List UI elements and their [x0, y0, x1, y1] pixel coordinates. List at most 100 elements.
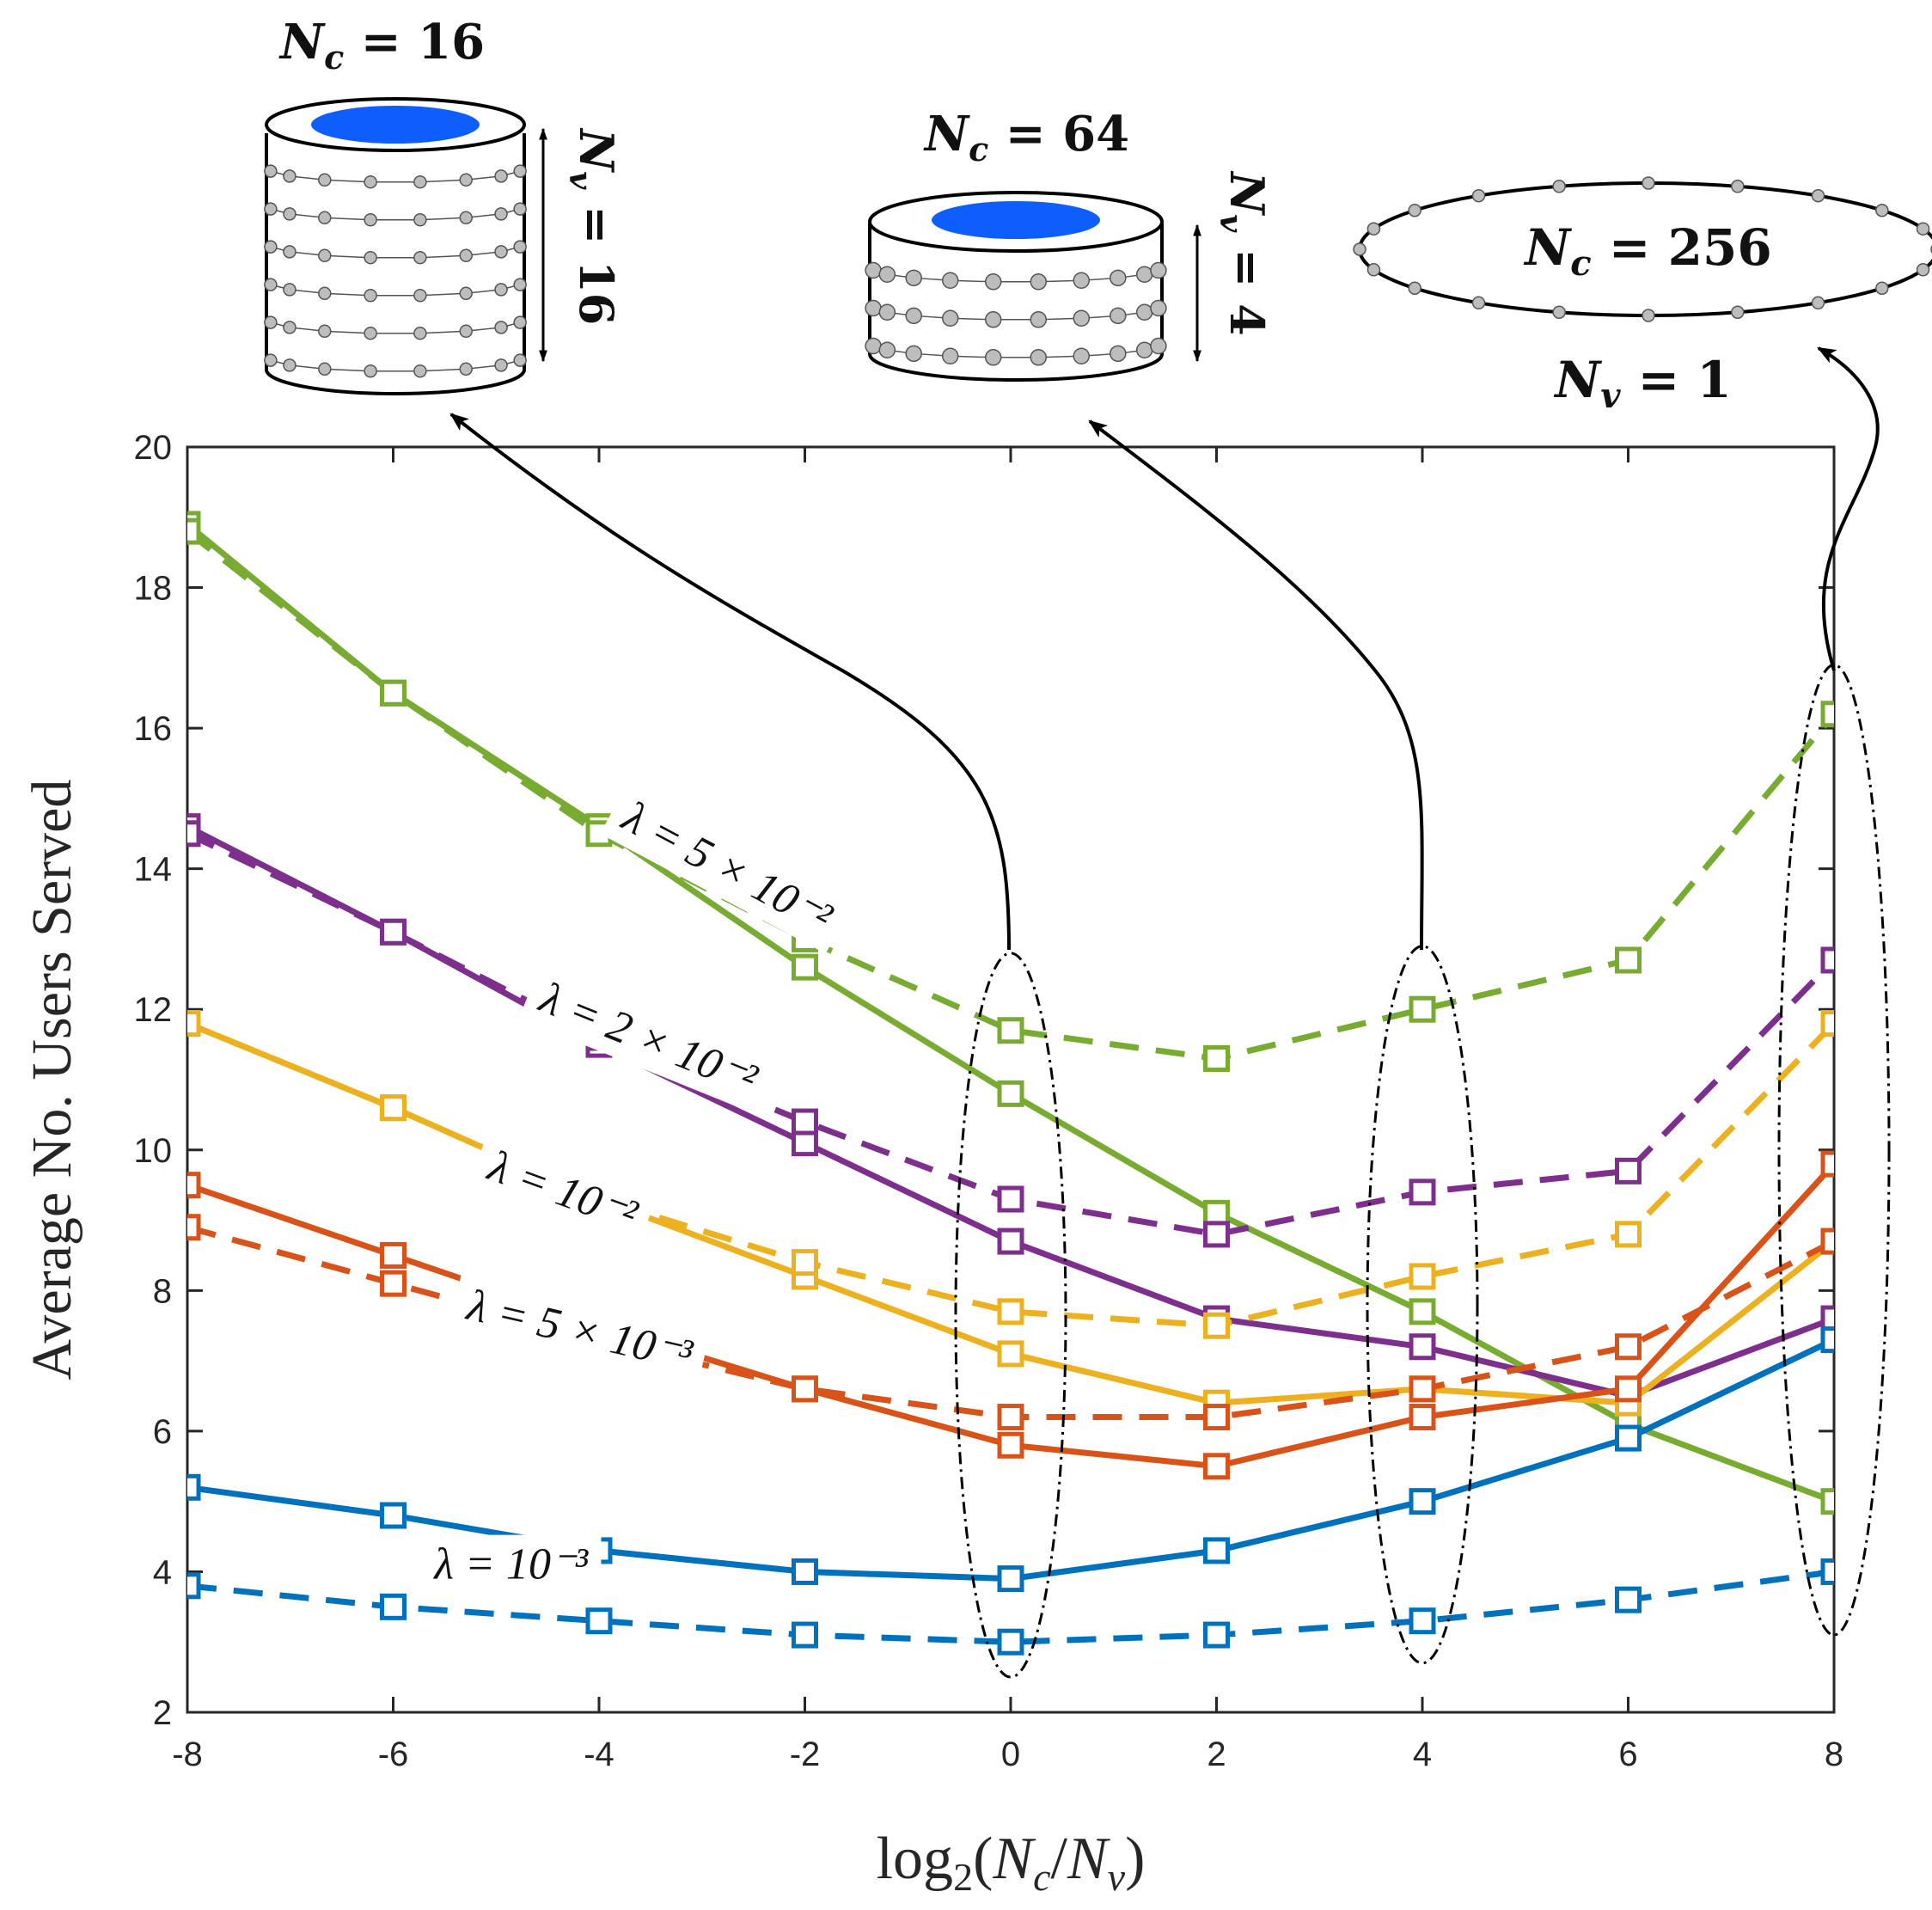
- data-point-blue-dashed: [997, 1628, 1024, 1656]
- antenna-dot: [1150, 261, 1167, 279]
- svg-text:Nv = 1: Nv = 1: [1553, 351, 1732, 416]
- antenna-dot: [1731, 180, 1745, 193]
- axis-ticks: -8 -6 -4 -2 0 2 4 6 8 2 4 6 8 10 12 14 16 18 20: [134, 429, 1844, 1773]
- data-point-yellow-solid: [997, 1340, 1024, 1368]
- antenna-dot: [1811, 296, 1825, 310]
- data-point-blue-dashed: [380, 1593, 407, 1620]
- data-point-orange-solid: [1203, 1453, 1230, 1480]
- antenna-dot: [513, 202, 527, 216]
- antenna-dot: [318, 211, 332, 225]
- data-point-blue-solid: [997, 1565, 1024, 1593]
- x-tick-label: -2: [790, 1736, 821, 1773]
- data-point-blue-dashed: [1615, 1586, 1642, 1613]
- data-point-orange-dashed: [187, 1214, 201, 1241]
- y-tick-label: 4: [153, 1553, 172, 1591]
- antenna-dot: [1135, 341, 1153, 359]
- svg-text:Nv = 4: Nv = 4: [1213, 170, 1275, 336]
- antenna-dot: [1135, 266, 1153, 284]
- antenna-dot: [318, 248, 332, 263]
- x-tick-label: 6: [1618, 1736, 1637, 1773]
- data-point-purple-dashed: [380, 918, 407, 946]
- antenna-dot: [1731, 305, 1745, 319]
- data-point-blue-dashed: [1203, 1621, 1230, 1649]
- series-line-green-dashed: [187, 529, 1834, 1062]
- series-line-yellow-dashed: [187, 1020, 1834, 1329]
- antenna-dot: [413, 364, 427, 378]
- antenna-dot: [1408, 203, 1421, 217]
- antenna-dot: [878, 303, 896, 321]
- antenna-dot: [1150, 337, 1167, 355]
- antenna-dot: [865, 337, 882, 355]
- highlight-ellipse: [1366, 945, 1479, 1665]
- antenna-dot: [905, 269, 922, 287]
- data-point-purple-solid: [1820, 1305, 1834, 1332]
- antenna-dot: [459, 286, 473, 301]
- antenna-dot: [364, 212, 377, 227]
- data-point-orange-dashed: [1409, 1375, 1436, 1403]
- antenna-dot: [459, 211, 473, 225]
- data-point-blue-solid: [1409, 1488, 1436, 1515]
- antenna-dot: [459, 362, 473, 376]
- data-point-orange-dashed: [997, 1404, 1024, 1431]
- data-point-blue-dashed: [1820, 1558, 1834, 1585]
- data-point-yellow-dashed: [380, 1094, 407, 1122]
- data-point-yellow-dashed: [187, 1010, 201, 1038]
- inset-cylinder-64: Nc = 64 Nv = 4: [865, 106, 1275, 382]
- antenna-dot: [1811, 188, 1825, 203]
- antenna-dot: [941, 309, 959, 328]
- antenna-dot: [1030, 273, 1048, 291]
- antenna-dot: [494, 245, 508, 259]
- antenna-dot: [318, 324, 332, 339]
- x-axis-title: log2(Nc/Nv): [877, 1826, 1146, 1899]
- plot-area: [186, 445, 1836, 1714]
- antenna-dot: [1073, 347, 1091, 365]
- antenna-dot: [494, 207, 508, 221]
- antenna-dot: [1916, 263, 1930, 277]
- data-point-orange-solid: [380, 1241, 407, 1269]
- antenna-dot: [364, 174, 377, 189]
- data-point-yellow-dashed: [792, 1249, 818, 1276]
- antenna-dot: [513, 240, 527, 254]
- data-point-blue-solid: [1615, 1424, 1642, 1452]
- y-axis-title: Average No. Users Served: [21, 780, 83, 1380]
- antenna-dot: [984, 311, 1002, 328]
- data-point-purple-dashed: [792, 1108, 818, 1136]
- data-point-orange-solid: [187, 1172, 201, 1199]
- antenna-dot: [494, 283, 508, 297]
- antenna-dot: [364, 288, 377, 303]
- x-tick-label: -4: [584, 1736, 614, 1773]
- antenna-dot: [1552, 305, 1566, 319]
- y-tick-label: 18: [134, 570, 173, 608]
- highlight-ellipses: [954, 664, 1891, 1679]
- antenna-dot: [283, 321, 297, 334]
- antenna-dot: [1150, 299, 1167, 317]
- data-point-blue-solid: [187, 1473, 201, 1501]
- antenna-dot: [1073, 272, 1091, 290]
- antenna-dot: [283, 169, 297, 183]
- antenna-dot: [413, 212, 427, 227]
- lambda-label-lam5: λ = 10⁻³: [420, 1534, 602, 1595]
- data-point-green-dashed: [187, 517, 201, 545]
- inset-cylinder-16: Nc = 16 Nv = 16: [264, 14, 624, 395]
- antenna-dot: [264, 278, 278, 291]
- x-tick-label: 0: [1001, 1736, 1020, 1773]
- data-point-orange-dashed: [1820, 1227, 1834, 1255]
- data-point-green-dashed: [380, 679, 407, 707]
- antenna-dot: [1110, 307, 1127, 325]
- antenna-dot: [283, 245, 297, 259]
- data-point-blue-solid: [380, 1502, 407, 1529]
- data-point-green-solid: [1409, 1298, 1436, 1325]
- antenna-dot: [513, 278, 527, 291]
- antenna-dot: [318, 362, 332, 376]
- antenna-dot: [318, 173, 332, 187]
- data-point-blue-solid: [792, 1558, 818, 1585]
- data-point-green-solid: [1820, 1488, 1834, 1515]
- data-point-yellow-dashed: [1409, 1263, 1436, 1290]
- antenna-dot: [413, 250, 427, 265]
- data-point-green-solid: [792, 953, 818, 981]
- highlight-ellipse: [954, 952, 1067, 1679]
- antenna-dot: [494, 321, 508, 334]
- antenna-dot: [364, 250, 377, 265]
- antenna-dot: [459, 173, 473, 187]
- data-point-blue-dashed: [1409, 1607, 1436, 1635]
